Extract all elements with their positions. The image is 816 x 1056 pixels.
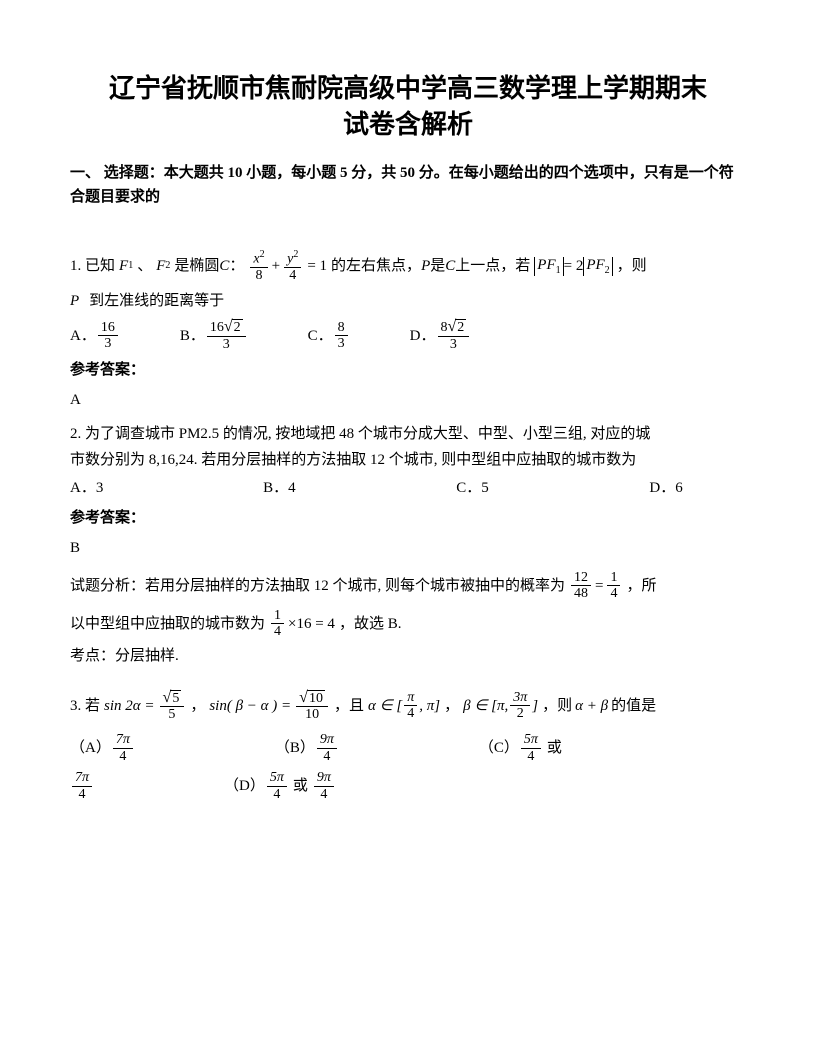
q1-pre1: 1. 已知 xyxy=(70,254,115,278)
q1-mid4: 上一点，若 xyxy=(455,254,530,278)
q1-answer-label: 参考答案： xyxy=(70,358,746,382)
q2-line2: 市数分别为 8,16,24. 若用分层抽样的方法抽取 12 个城市, 则中型组中… xyxy=(70,448,746,472)
q2-opt-d: D．6 xyxy=(649,476,746,500)
q1-mid3: 是 xyxy=(430,254,445,278)
q1-mid2: 的左右焦点， xyxy=(331,254,421,278)
title-line1: 辽宁省抚顺市焦耐院高级中学高三数学理上学期期末 xyxy=(109,73,707,103)
q2-exp-line2: 以中型组中应抽取的城市数为 14 ×16 = 4 ，故选 B. xyxy=(70,608,746,640)
question-1: 1. 已知 F1 、 F2 是椭圆 C ： x28 + y24 = 1 的左右焦… xyxy=(70,249,746,412)
q2-opt-a: A．3 xyxy=(70,476,263,500)
title-line2: 试卷含解析 xyxy=(343,109,473,139)
q3-opt-d: （D） 5π4 或 9π4 xyxy=(224,770,336,802)
q2-answer: B xyxy=(70,536,746,560)
q2-answer-label: 参考答案： xyxy=(70,506,746,530)
question-2: 2. 为了调查城市 PM2.5 的情况, 按地域把 48 个城市分成大型、中型、… xyxy=(70,422,746,668)
q3-beta-range: β ∈ [π, 3π2 ] xyxy=(463,690,538,722)
q2-opt-b: B．4 xyxy=(263,476,456,500)
q1-cond: PF1 = 2 PF2 xyxy=(534,254,612,278)
q1-line2: P 到左准线的距离等于 xyxy=(70,289,746,313)
q3-opts-row1: （A） 7π4 （B） 9π4 （C） 5π4 或 xyxy=(70,732,746,764)
q1-line1: 1. 已知 F1 、 F2 是椭圆 C ： x28 + y24 = 1 的左右焦… xyxy=(70,249,746,283)
q3-opt-c: （C） 5π4 或 xyxy=(479,732,566,764)
q1-f1: F1 xyxy=(119,254,133,278)
q3-sinba: sin( β − α ) = √1010 xyxy=(209,690,330,723)
q1-dn: 、 xyxy=(137,254,152,278)
q3-sin2a: sin 2α = √55 xyxy=(104,690,186,723)
q1-opt-b: B． 16√23 xyxy=(180,319,248,352)
q3-stem: 3. 若 sin 2α = √55 ， sin( β − α ) = √1010… xyxy=(70,690,746,723)
q2-exp-line3: 考点：分层抽样. xyxy=(70,644,746,668)
q1-f2: F2 xyxy=(156,254,170,278)
q1-opt-d: D． 8√23 xyxy=(410,319,472,352)
q1-C2: C xyxy=(445,254,455,278)
question-3: 3. 若 sin 2α = √55 ， sin( β − α ) = √1010… xyxy=(70,690,746,802)
q1-tail: ，则 xyxy=(617,254,647,278)
q1-colon: ： xyxy=(229,254,244,278)
q3-opts-row2: 7π4 （D） 5π4 或 9π4 xyxy=(70,770,746,802)
page-title: 辽宁省抚顺市焦耐院高级中学高三数学理上学期期末 试卷含解析 xyxy=(70,70,746,143)
q1-options: A． 163 B． 16√23 C． 83 D． 8√23 xyxy=(70,319,746,352)
q3-opt-b: （B） 9π4 xyxy=(275,732,339,764)
q1-C: C xyxy=(219,254,229,278)
q1-line2-tail: 到左准线的距离等于 xyxy=(89,289,224,313)
q2-line1: 2. 为了调查城市 PM2.5 的情况, 按地域把 48 个城市分成大型、中型、… xyxy=(70,422,746,446)
section-1-header: 一、 选择题：本大题共 10 小题，每小题 5 分，共 50 分。在每小题给出的… xyxy=(70,161,746,209)
q3-alpha-range: α ∈ [ π4 , π] xyxy=(368,690,440,722)
q2-options: A．3 B．4 C．5 D．6 xyxy=(70,476,746,500)
q1-P: P xyxy=(421,254,430,278)
q1-P2: P xyxy=(70,289,79,313)
q2-opt-c: C．5 xyxy=(456,476,649,500)
q3-opt-c-cont: 7π4 xyxy=(70,770,94,802)
q2-exp-line1: 试题分析：若用分层抽样的方法抽取 12 个城市, 则每个城市被抽中的概率为 12… xyxy=(70,570,746,602)
q1-opt-c: C． 83 xyxy=(308,320,350,352)
q3-opt-a: （A） 7π4 xyxy=(70,732,135,764)
q1-mid1: 是椭圆 xyxy=(174,254,219,278)
q1-ellipse-eq: x28 + y24 = 1 xyxy=(248,249,327,283)
q1-answer: A xyxy=(70,388,746,412)
q3-ab: α + β xyxy=(575,694,608,718)
q1-opt-a: A． 163 xyxy=(70,320,120,352)
